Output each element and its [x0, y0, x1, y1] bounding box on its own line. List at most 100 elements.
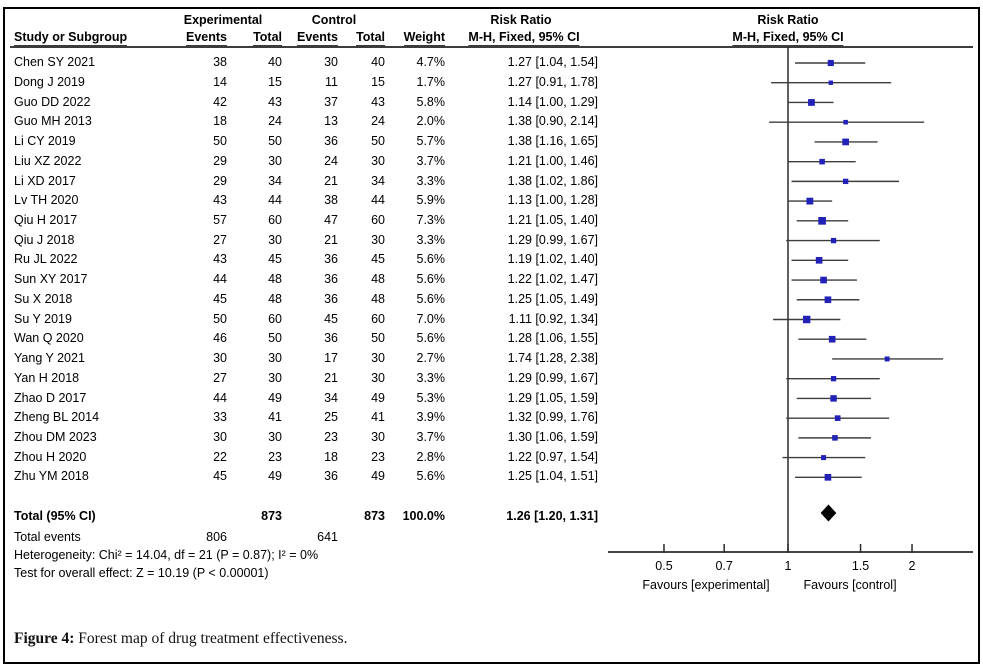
exp-total: 30 [268, 370, 282, 385]
study-name: Ru JL 2022 [14, 252, 78, 267]
exp-events: 14 [213, 74, 227, 89]
ci-text: 1.14 [1.00, 1.29] [507, 94, 598, 109]
effect-square [806, 197, 814, 205]
weight: 3.3% [416, 370, 446, 385]
ctl-total: 40 [371, 55, 385, 70]
study-name: Zhao D 2017 [14, 390, 87, 405]
effect-square [828, 335, 836, 343]
exp-events: 38 [213, 55, 227, 70]
exp-events: 29 [213, 173, 227, 188]
effect-square [820, 276, 827, 284]
ci-text: 1.30 [1.06, 1.59] [507, 430, 598, 444]
ci-text: 1.28 [1.06, 1.55] [507, 331, 598, 346]
exp-total: 23 [268, 449, 282, 464]
ctl-total: 44 [371, 193, 385, 208]
effect-square [819, 158, 825, 165]
column-header-study: Study or Subgroup [14, 30, 128, 46]
ctl-events: 17 [324, 351, 338, 366]
weight: 3.3% [416, 232, 446, 247]
weight: 2.8% [416, 449, 446, 464]
ctl-total: 41 [371, 410, 385, 425]
ctl-events: 11 [325, 74, 338, 89]
effect-square [884, 356, 890, 362]
ci-text: 1.38 [1.16, 1.65] [507, 134, 598, 149]
ci-text: 1.29 [1.05, 1.59] [507, 390, 598, 405]
exp-events: 45 [213, 291, 227, 306]
x-axis-tick-label: 1.5 [852, 559, 869, 573]
exp-events: 43 [213, 252, 227, 267]
caption-label: Figure 4: [14, 630, 75, 647]
overall-effect-stat: Test for overall effect: Z = 10.19 (P < … [14, 566, 269, 580]
effect-square [818, 217, 826, 225]
weight: 2.7% [416, 351, 446, 366]
effect-square [802, 315, 811, 324]
effect-square [830, 237, 837, 244]
table-row: Zheng BL 2014 33 41 25 41 3.9% 1.32 [0.99, 1.7… [14, 408, 598, 428]
effect-square [815, 256, 823, 264]
ctl-events: 36 [324, 252, 338, 267]
table-row: Zhou DM 2023 30 30 23 30 3.7% 1.30 [1.06, 1.59… [14, 428, 598, 448]
ctl-total: 50 [371, 134, 385, 149]
summary-diamond [820, 504, 837, 522]
weight: 5.6% [416, 291, 446, 306]
weight: 5.6% [416, 469, 446, 484]
exp-events: 22 [213, 449, 227, 464]
ctl-total: 48 [371, 272, 385, 287]
ci-text: 1.38 [1.02, 1.86] [507, 173, 598, 188]
ctl-events: 23 [324, 430, 338, 444]
exp-total: 49 [268, 390, 282, 405]
header-rule [10, 46, 973, 48]
weight: 5.3% [416, 390, 446, 405]
ctl-events: 13 [324, 114, 338, 129]
weight: 5.6% [416, 272, 446, 287]
ctl-events: 34 [324, 390, 338, 405]
ci-text: 1.11 [0.92, 1.34] [508, 311, 598, 326]
study-name: Liu XZ 2022 [14, 153, 82, 168]
ctl-events: 36 [324, 469, 338, 484]
ctl-total: 60 [371, 311, 385, 326]
ctl-events: 38 [324, 193, 338, 208]
weight: 5.9% [416, 193, 446, 208]
total-row: Total (95% CI) 873 873 100.0% 1.26 [1.20… [14, 507, 598, 527]
ctl-events: 30 [324, 55, 338, 70]
ctl-total: 24 [371, 114, 385, 129]
total-label: Total (95% CI) [14, 509, 96, 523]
exp-total: 30 [268, 430, 282, 444]
ci-text: 1.22 [0.97, 1.54] [507, 449, 598, 464]
table-row: Liu XZ 2022 29 30 24 30 3.7% 1.21 [1.00, 1.46] [14, 152, 598, 172]
ctl-total: 30 [371, 351, 385, 366]
weight: 5.7% [416, 134, 446, 149]
column-header-exp-events: Events [186, 30, 227, 46]
ctl-events: 45 [324, 311, 338, 326]
ctl-events: 24 [324, 153, 338, 168]
exp-events: 57 [213, 212, 227, 227]
exp-total: 43 [268, 94, 282, 109]
ctl-total: 30 [371, 232, 385, 247]
exp-total: 50 [268, 331, 282, 346]
table-row: Qiu J 2018 27 30 21 30 3.3% 1.29 [0.99, 1.67] [14, 231, 598, 251]
ci-text: 1.32 [0.99, 1.76] [507, 410, 598, 425]
table-row: Yang Y 2021 30 30 17 30 2.7% 1.74 [1.28, 2.38] [14, 349, 598, 369]
weight: 5.6% [416, 252, 446, 267]
x-axis-tick-label: 2 [909, 559, 916, 573]
table-row: Dong J 2019 14 15 11 15 1.7% 1.27 [0.91, 1.78] [14, 73, 598, 93]
table-row: Sun XY 2017 44 48 36 48 5.6% 1.22 [1.02, 1.47] [14, 270, 598, 290]
exp-events: 50 [213, 134, 227, 149]
table-row: Li CY 2019 50 50 36 50 5.7% 1.38 [1.16, 1.65] [14, 132, 598, 152]
ci-text: 1.29 [0.99, 1.67] [507, 232, 598, 247]
total-events-label: Total events [14, 530, 81, 544]
table-row: Zhu YM 2018 45 49 36 49 5.6% 1.25 [1.04, 1.51] [14, 467, 598, 487]
ctl-total: 23 [371, 449, 385, 464]
study-name: Qiu J 2018 [14, 232, 75, 247]
exp-events: 44 [213, 390, 227, 405]
forest-plot-canvas: 0.5 0.7 1 1.5 2 Favours [experimental] Favours… [608, 47, 973, 592]
study-name: Chen SY 2021 [14, 55, 96, 70]
table-row: Lv TH 2020 43 44 38 44 5.9% 1.13 [1.00, 1.28] [14, 191, 598, 211]
ctl-total: 45 [371, 252, 385, 267]
table-row: Wan Q 2020 46 50 36 50 5.6% 1.28 [1.06, 1.55] [14, 329, 598, 349]
total-exp-total: 873 [261, 509, 282, 523]
exp-total: 48 [268, 272, 282, 287]
ci-text: 1.38 [0.90, 2.14] [507, 114, 598, 129]
figure-caption: Figure 4: Forest map of drug treatment e… [14, 630, 347, 648]
column-header-ctl-events: Events [297, 30, 338, 46]
